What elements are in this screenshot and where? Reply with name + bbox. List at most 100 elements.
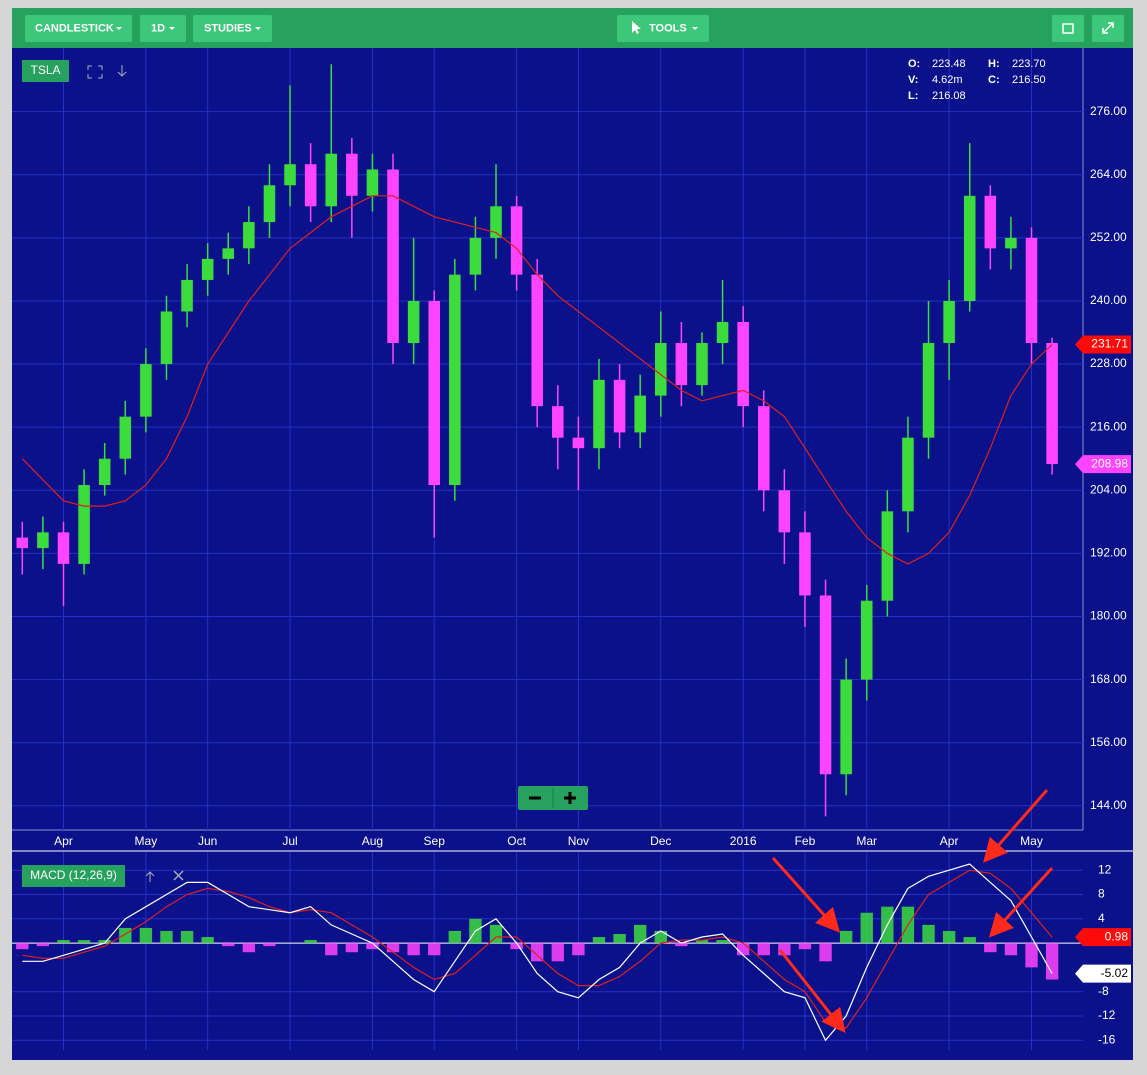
y-tick-label: 264.00	[1090, 167, 1127, 181]
button[interactable]	[25, 15, 132, 42]
move-icon[interactable]	[145, 871, 155, 882]
histogram-bar	[139, 927, 153, 944]
candle-body	[387, 169, 399, 344]
x-tick-label: Dec	[650, 834, 671, 848]
y-tick-label: -16	[1098, 1032, 1116, 1046]
candle-body	[860, 600, 873, 680]
zoom-in[interactable]	[564, 792, 576, 804]
histogram-bar	[839, 930, 853, 944]
button[interactable]	[140, 15, 186, 42]
histogram-bar	[572, 943, 585, 956]
x-tick-label: Oct	[507, 834, 526, 848]
price-tag-label: -5.02	[1101, 966, 1129, 980]
y-tick-label: 4	[1098, 911, 1105, 925]
macd-line	[22, 863, 1053, 1042]
x-tick-label: Apr	[54, 834, 73, 848]
candle-body	[510, 206, 523, 275]
histogram-bar	[160, 930, 173, 944]
y-tick-label: 12	[1098, 862, 1112, 876]
histogram-bar	[963, 937, 976, 944]
quote-value: 223.70	[1012, 58, 1046, 70]
share-button[interactable]	[1052, 15, 1084, 42]
fullscreen-icon	[1102, 22, 1114, 34]
close-icon[interactable]	[173, 870, 184, 881]
histogram-bar	[325, 943, 338, 956]
price-tag-label: 231.71	[1091, 337, 1128, 351]
histogram-bar	[736, 943, 750, 956]
symbol-badge[interactable]	[22, 60, 69, 82]
price-tag-label: 208.98	[1091, 456, 1128, 470]
candle-body	[552, 406, 564, 438]
histogram-bar	[180, 930, 194, 944]
x-tick-label: Nov	[568, 834, 589, 848]
candle-body	[531, 274, 543, 407]
histogram-bar	[675, 943, 688, 947]
candle-body	[346, 153, 358, 196]
histogram-bar	[757, 943, 770, 956]
candle-body	[16, 537, 29, 549]
download-icon[interactable]	[117, 65, 127, 77]
study-badge[interactable]	[22, 865, 125, 887]
candle-body	[181, 279, 193, 312]
cursor-icon	[632, 21, 641, 34]
candle-body	[243, 222, 255, 249]
histogram-bar	[222, 943, 235, 947]
button[interactable]	[193, 15, 272, 42]
candle-body	[984, 195, 997, 249]
x-tick-label: Aug	[362, 834, 383, 848]
histogram-bar	[922, 924, 935, 944]
button-label: TOOLS	[649, 22, 687, 34]
price-tag-label: 0.98	[1105, 929, 1129, 943]
x-tick-label: Apr	[940, 834, 959, 848]
candle-body	[304, 164, 317, 207]
button[interactable]	[617, 15, 709, 42]
candle-body	[757, 406, 770, 491]
signal-line	[22, 869, 1053, 1029]
arrow	[771, 856, 841, 933]
quote-label: O:	[908, 58, 920, 70]
histogram-bar	[428, 943, 441, 956]
x-tick-label: 2016	[730, 834, 757, 848]
histogram-bar	[551, 943, 564, 962]
candle-body	[469, 237, 482, 275]
histogram-bar	[695, 940, 709, 944]
candle-body	[160, 311, 173, 365]
histogram-bar	[57, 940, 70, 944]
histogram-bar	[819, 943, 832, 962]
price-tag	[1075, 455, 1131, 474]
candle-body	[366, 169, 379, 196]
x-tick-label: May	[135, 834, 158, 848]
price-tag	[1075, 964, 1131, 983]
moving-average	[21, 195, 1053, 565]
candle-body	[98, 458, 111, 486]
candle-body	[902, 437, 914, 512]
candle-body	[407, 300, 420, 344]
candle-body	[119, 416, 132, 459]
y-tick-label: 144.00	[1090, 798, 1127, 812]
y-tick-label: 204.00	[1090, 482, 1127, 496]
histogram-bar	[860, 912, 873, 944]
x-tick-label: Jun	[198, 834, 217, 848]
candle-body	[1025, 237, 1038, 344]
y-tick-label: -12	[1098, 1008, 1116, 1022]
candle-body	[922, 343, 935, 438]
button-label: STUDIES	[204, 22, 252, 34]
histogram-bar	[77, 940, 91, 944]
quote-label: H:	[988, 58, 1000, 70]
histogram-bar	[1045, 943, 1059, 980]
caret	[116, 27, 122, 30]
candle-body	[57, 532, 70, 564]
quote-value: 223.48	[932, 58, 966, 70]
price-tag	[1075, 335, 1131, 354]
histogram-bar	[98, 940, 111, 944]
x-tick-label: Mar	[856, 834, 877, 848]
candle-body	[778, 490, 791, 533]
histogram-bar	[510, 943, 523, 950]
x-tick-label: Feb	[795, 834, 816, 848]
histogram-bar	[36, 943, 50, 947]
expand-icon[interactable]	[87, 65, 103, 79]
candle-body	[284, 164, 296, 186]
y-tick-label: 240.00	[1090, 293, 1127, 307]
histogram-bar	[798, 943, 812, 950]
